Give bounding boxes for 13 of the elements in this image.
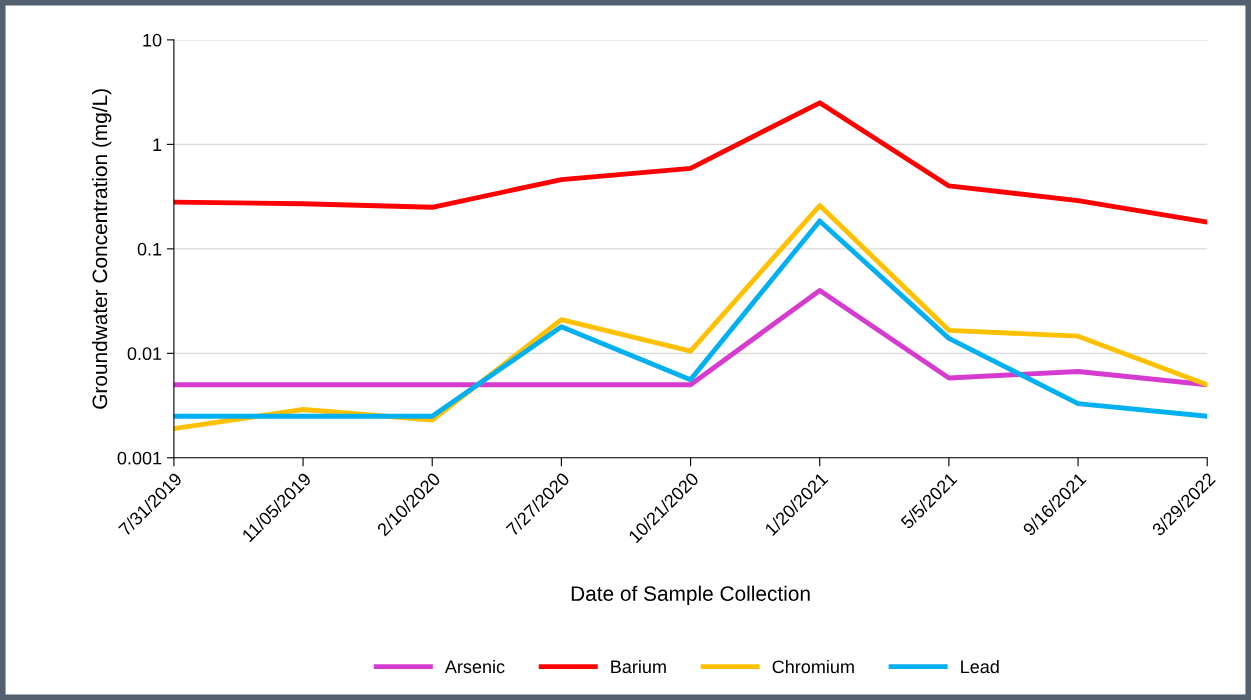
legend-label: Arsenic bbox=[444, 659, 505, 674]
y-axis-title: Groundwater Concentration (mg/L) bbox=[91, 89, 112, 409]
y-tick-label: 1 bbox=[153, 138, 162, 151]
legend-label: Lead bbox=[961, 659, 999, 674]
y-tick-label: 0.001 bbox=[117, 451, 162, 465]
line-series bbox=[173, 287, 1208, 388]
y-tick-label: 0.01 bbox=[127, 347, 162, 361]
y-tick-label: 0.1 bbox=[137, 242, 162, 256]
legend-label: Chromium bbox=[772, 659, 854, 674]
legend-label: Barium bbox=[611, 659, 666, 674]
x-axis-title: Date of Sample Collection bbox=[571, 585, 810, 606]
line-series bbox=[173, 100, 1208, 225]
y-tick-label: 10 bbox=[143, 33, 162, 47]
